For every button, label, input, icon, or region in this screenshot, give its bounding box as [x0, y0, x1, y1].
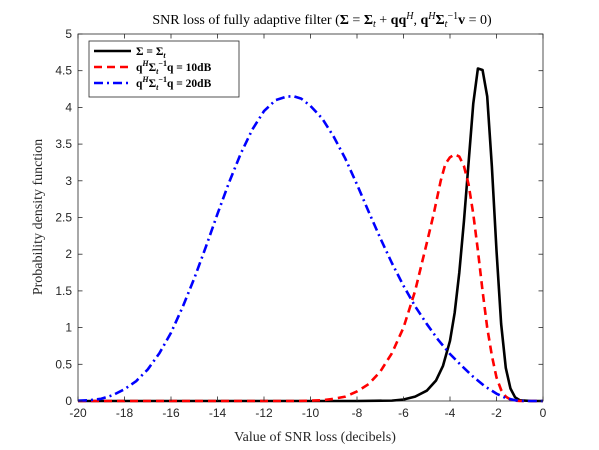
y-tick-label: 2 [65, 247, 72, 261]
series-line-1 [78, 67, 543, 403]
x-tick-label: 0 [540, 406, 547, 420]
legend-label-2: qHΣt−1q = 10dB [136, 59, 212, 76]
y-tick-label: 0.5 [55, 357, 72, 371]
chart-title: SNR loss of fully adaptive filter (Σ = Σ… [152, 11, 492, 30]
series-line-3 [77, 95, 543, 403]
legend-label-1: Σ = Σt [136, 46, 166, 60]
x-tick-label: -10 [302, 406, 320, 420]
y-tick-label: 3 [65, 174, 72, 188]
x-tick-label: -6 [398, 406, 409, 420]
legend-label-3: qHΣt−1q = 20dB [136, 75, 212, 92]
x-tick-label: -8 [352, 406, 363, 420]
legend-box [88, 40, 240, 98]
x-tick-label: -18 [116, 406, 134, 420]
x-axis-label: Value of SNR loss (decibels) [234, 430, 396, 445]
y-tick-label: 1.5 [55, 284, 72, 298]
y-tick-label: 4 [65, 100, 72, 114]
series-layer [77, 67, 543, 403]
y-tick-label: 0 [65, 394, 72, 408]
x-tick-label: -4 [445, 406, 456, 420]
y-tick-label: 2.5 [55, 211, 72, 225]
y-tick-label: 4.5 [55, 64, 72, 78]
y-tick-label: 1 [65, 321, 72, 335]
y-tick-label: 5 [65, 27, 72, 41]
y-axis-label: Probability density function [31, 139, 46, 295]
x-tick-label: -12 [255, 406, 273, 420]
x-tick-label: -14 [209, 406, 227, 420]
x-tick-label: -20 [69, 406, 87, 420]
x-tick-label: -2 [491, 406, 502, 420]
ticks-layer: -20 -18 -16 -14 -12 -10 -8 -6 -4 -2 000.511.522.53… [55, 27, 546, 420]
x-tick-label: -16 [162, 406, 180, 420]
y-tick-label: 3.5 [55, 137, 72, 151]
